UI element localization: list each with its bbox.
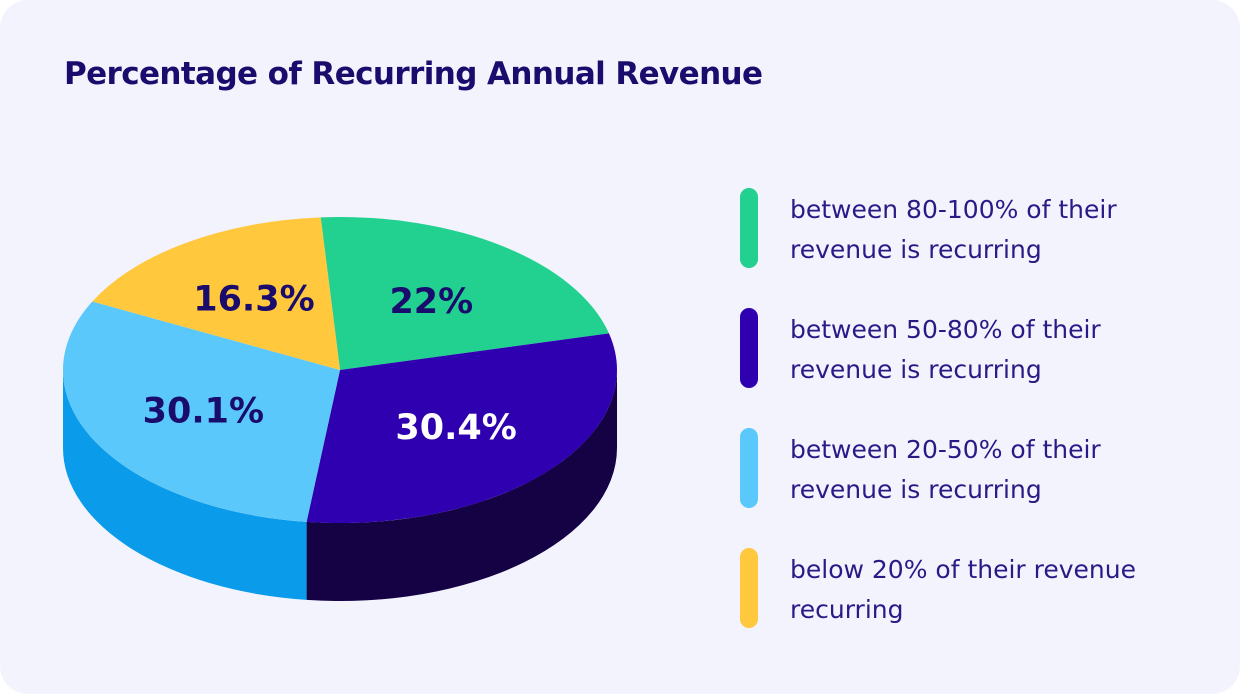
pie-slice (306, 333, 617, 523)
legend-item: between 20-50% of their revenue is recur… (740, 428, 1200, 548)
pie-slice (62, 301, 340, 522)
legend-swatch (740, 308, 758, 388)
pie-side-wall (306, 370, 617, 601)
legend-label: below 20% of their revenue recurring (790, 555, 1136, 624)
legend-item: between 50-80% of their revenue is recur… (740, 308, 1200, 428)
slice-label: 16.3% (193, 280, 314, 320)
legend-item: below 20% of their revenue recurring (740, 548, 1200, 668)
legend-item: between 80-100% of their revenue is recu… (740, 188, 1200, 308)
pie-slice (320, 217, 609, 370)
pie-sides (63, 370, 617, 601)
slice-label: 22% (389, 282, 473, 322)
slice-label: 30.4% (395, 408, 516, 448)
chart-title: Percentage of Recurring Annual Revenue (64, 56, 763, 92)
pie-slice (92, 217, 340, 370)
pie-chart: 22% 30.4% 30.1% 16.3% (62, 217, 617, 601)
legend-label: between 20-50% of their revenue is recur… (790, 435, 1101, 504)
slice-label: 30.1% (143, 392, 264, 432)
legend-swatch (740, 548, 758, 628)
legend-swatch (740, 428, 758, 508)
legend-swatch (740, 188, 758, 268)
legend-label: between 50-80% of their revenue is recur… (790, 315, 1101, 384)
legend-label: between 80-100% of their revenue is recu… (790, 195, 1117, 264)
pie-side-wall (63, 370, 307, 600)
legend: between 80-100% of their revenue is recu… (740, 188, 1200, 668)
